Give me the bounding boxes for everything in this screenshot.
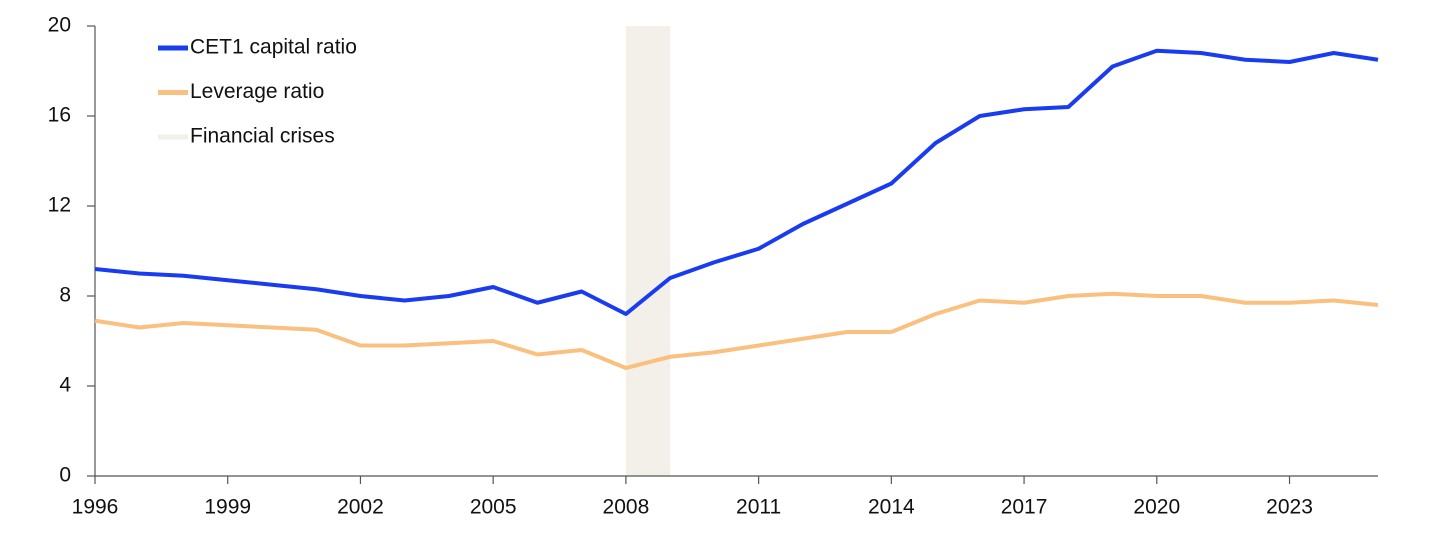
y-tick-label: 4	[59, 374, 71, 397]
x-tick-label: 2005	[470, 496, 517, 519]
y-tick-label: 8	[59, 284, 71, 307]
legend-label: Financial crises	[190, 125, 335, 148]
x-tick-label: 2008	[603, 496, 650, 519]
y-tick-label: 20	[48, 14, 71, 37]
x-tick-label: 2023	[1266, 496, 1313, 519]
y-tick-label: 12	[48, 194, 71, 217]
x-tick-label: 1999	[204, 496, 251, 519]
x-tick-label: 1996	[72, 496, 119, 519]
legend-label: CET1 capital ratio	[190, 36, 357, 59]
x-tick-label: 2014	[868, 496, 915, 519]
x-tick-label: 2017	[1001, 496, 1048, 519]
y-tick-label: 0	[59, 464, 71, 487]
series-line	[94, 48, 1379, 316]
crisis-band	[625, 26, 671, 476]
series-line	[94, 291, 1379, 370]
x-tick-label: 2011	[736, 496, 781, 519]
y-tick-label: 16	[48, 104, 71, 127]
legend-label: Leverage ratio	[190, 80, 324, 103]
x-tick-label: 2002	[337, 496, 384, 519]
x-tick-label: 2020	[1133, 496, 1180, 519]
